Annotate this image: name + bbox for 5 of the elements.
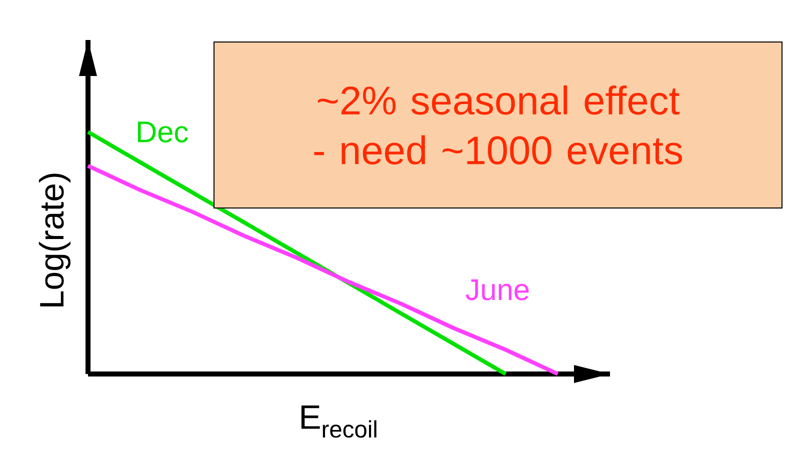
series-label: Dec (138, 122, 188, 142)
series-label: June (466, 279, 529, 300)
x-axis-title: E$_{recoil}$ (301, 405, 376, 438)
y-axis-title: Log(rate) (38, 174, 70, 306)
annotation: ~2% seasonal effect - need ~1000 events (314, 85, 682, 165)
